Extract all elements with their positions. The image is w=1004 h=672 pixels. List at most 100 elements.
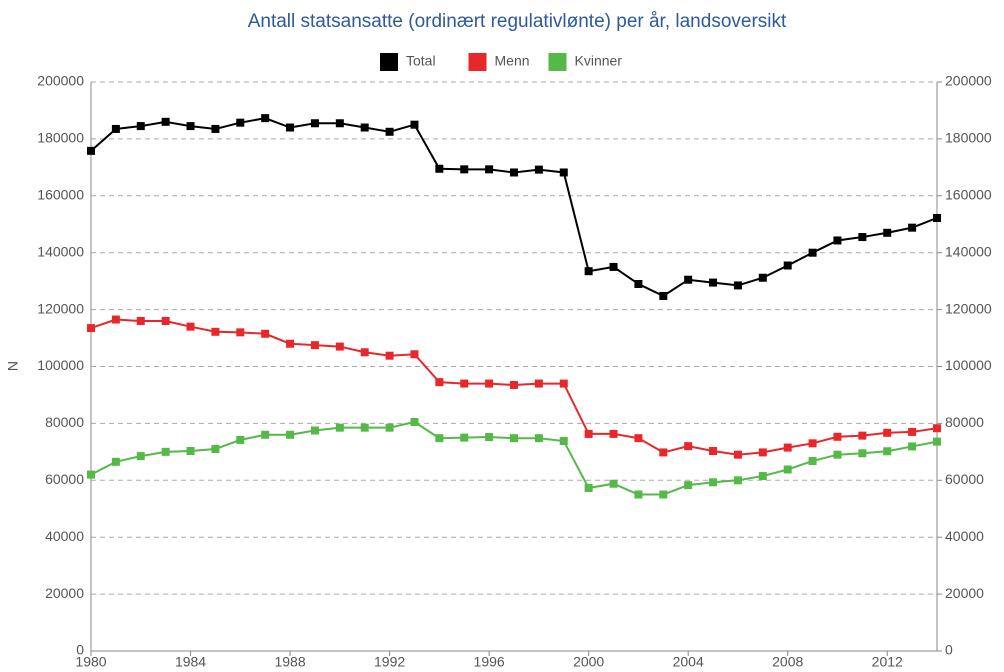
y-tick-label: 120000	[37, 300, 84, 316]
data-point	[335, 423, 344, 432]
data-point	[186, 446, 195, 455]
data-point	[584, 429, 593, 438]
data-point	[385, 351, 394, 360]
legend-label: Kvinner	[575, 53, 623, 69]
data-point	[833, 236, 842, 245]
data-point	[335, 342, 344, 351]
x-tick-label: 1992	[374, 654, 405, 670]
y2-tick-label: 0	[945, 642, 953, 658]
series-line	[90, 117, 938, 298]
y-tick-label: 200000	[37, 73, 84, 89]
data-point	[261, 114, 270, 123]
x-tick-label: 1984	[175, 654, 206, 670]
data-point	[510, 380, 518, 389]
data-point	[758, 472, 767, 481]
y2-tick-label: 20000	[945, 585, 984, 601]
data-point	[211, 327, 220, 336]
y2-tick-label: 120000	[945, 300, 992, 316]
data-point	[858, 449, 867, 458]
legend-swatch	[468, 53, 487, 71]
data-point	[559, 437, 568, 446]
data-point	[933, 437, 941, 446]
data-point	[236, 118, 245, 127]
data-point	[136, 122, 145, 131]
data-point	[485, 379, 494, 388]
y-tick-label: 140000	[37, 243, 84, 259]
data-point	[310, 341, 319, 350]
y2-tick-label: 80000	[945, 414, 984, 430]
y-tick-label: 20000	[45, 585, 84, 601]
data-point	[783, 465, 792, 474]
data-point	[584, 483, 593, 492]
data-point	[883, 228, 892, 237]
data-point	[435, 378, 444, 387]
data-point	[584, 267, 593, 276]
data-point	[883, 447, 892, 456]
x-tick-label: 2000	[573, 654, 604, 670]
data-point	[933, 424, 941, 433]
data-point	[684, 442, 693, 451]
data-point	[460, 165, 469, 174]
data-point	[410, 417, 419, 426]
data-point	[534, 379, 543, 388]
data-point	[559, 379, 568, 388]
legend-label: Total	[406, 53, 436, 69]
data-point	[485, 433, 494, 442]
y-axis-label: N	[5, 361, 21, 371]
data-point	[186, 322, 195, 331]
data-point	[111, 124, 120, 133]
data-point	[733, 450, 742, 459]
chart-title: Antall statsansatte (ordinært regulativl…	[248, 11, 787, 32]
data-point	[261, 430, 270, 439]
x-tick-label: 2008	[772, 654, 803, 670]
data-point	[833, 432, 842, 441]
data-point	[808, 248, 817, 257]
data-point	[360, 423, 369, 432]
y-tick-label: 40000	[45, 528, 84, 544]
x-tick-label: 1980	[75, 654, 106, 670]
data-point	[87, 470, 95, 479]
y2-tick-label: 140000	[945, 243, 992, 259]
y2-tick-label: 200000	[945, 73, 992, 89]
data-point	[211, 445, 220, 454]
data-point	[360, 123, 369, 132]
data-point	[286, 430, 295, 439]
data-point	[385, 127, 394, 136]
y-tick-label: 160000	[37, 187, 84, 203]
data-point	[634, 434, 643, 443]
data-point	[410, 120, 419, 129]
data-point	[659, 448, 668, 457]
data-point	[534, 434, 543, 443]
data-point	[684, 275, 693, 284]
data-point	[460, 433, 469, 442]
legend-swatch	[548, 53, 567, 71]
data-point	[634, 279, 643, 288]
data-point	[111, 315, 120, 324]
data-point	[908, 442, 917, 451]
data-point	[211, 124, 220, 133]
x-tick-label: 2012	[872, 654, 903, 670]
data-point	[286, 123, 295, 132]
data-point	[236, 328, 245, 337]
data-point	[385, 423, 394, 432]
data-point	[186, 122, 195, 131]
data-point	[261, 329, 270, 338]
data-point	[410, 350, 419, 359]
data-point	[236, 435, 245, 444]
data-point	[733, 281, 742, 290]
y-tick-label: 180000	[37, 130, 84, 146]
data-point	[783, 443, 792, 452]
legend-swatch	[380, 53, 398, 71]
data-point	[933, 213, 941, 222]
data-point	[510, 434, 518, 443]
data-point	[908, 223, 917, 232]
y2-tick-label: 40000	[945, 528, 984, 544]
data-point	[634, 490, 643, 499]
data-point	[510, 168, 518, 177]
data-point	[609, 262, 618, 271]
data-point	[684, 481, 693, 490]
data-point	[161, 117, 170, 126]
data-point	[659, 291, 668, 300]
data-point	[709, 446, 718, 455]
